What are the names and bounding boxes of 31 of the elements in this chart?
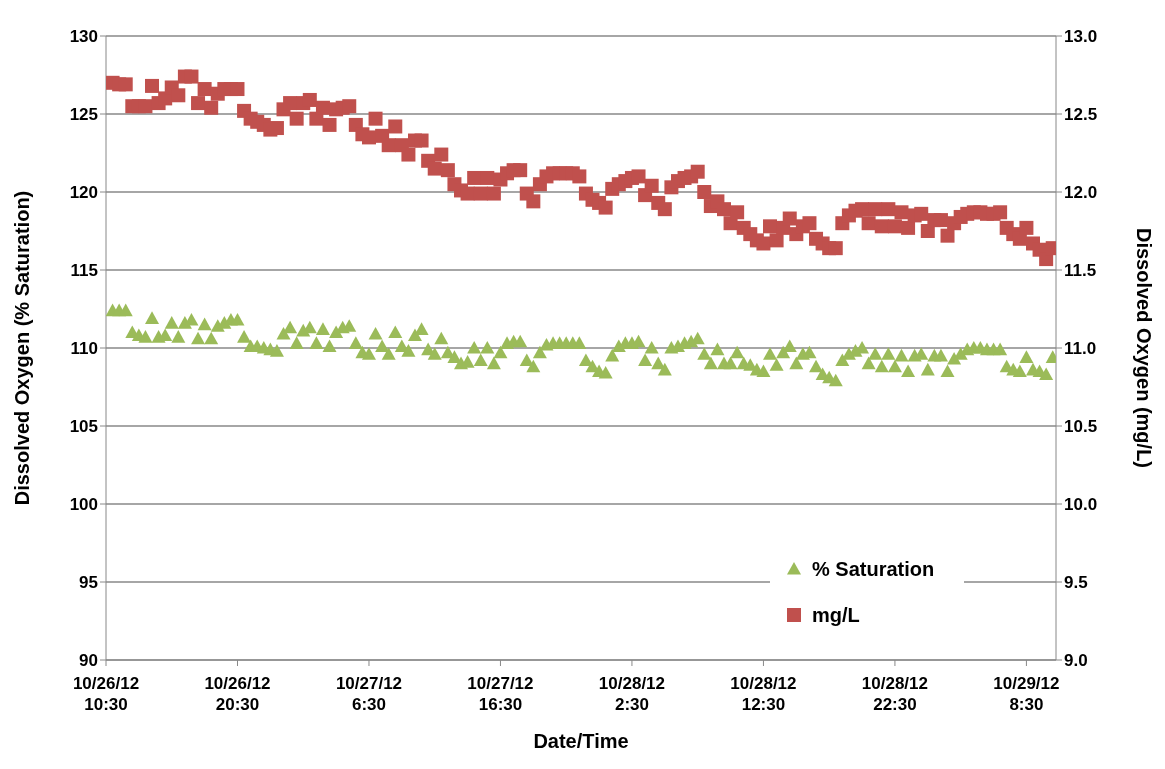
x-tick-label: 10/27/12 16:30 — [467, 674, 534, 715]
y2-tick-label: 12.5 — [1064, 105, 1098, 125]
y2-tick-label: 10.5 — [1064, 417, 1098, 437]
x-axis-title: Date/Time — [533, 730, 629, 752]
y2-axis-title: Dissolved Oxygen (mg/L) — [1132, 227, 1155, 469]
x-tick-label: 10/27/12 6:30 — [335, 674, 403, 715]
y2-tick-label: 12.0 — [1064, 183, 1098, 203]
legend-label: mg/L — [812, 603, 860, 627]
x-tick-label: 10/28/12 2:30 — [598, 674, 666, 715]
legend-label: % Saturation — [812, 557, 935, 581]
y2-tick-label: 9.5 — [1064, 573, 1088, 593]
y-tick-label: 115 — [70, 261, 98, 281]
y2-tick-label: 11.5 — [1064, 261, 1097, 281]
y-tick-label: 100 — [69, 495, 98, 515]
y-tick-label: 90 — [79, 651, 98, 671]
x-tick-label: 10/26/12 20:30 — [204, 674, 271, 715]
x-tick-label: 10/28/12 12:30 — [730, 674, 797, 715]
y2-tick-label: 13.0 — [1064, 27, 1098, 47]
y-tick-label: 120 — [69, 183, 98, 203]
x-tick-label: 10/29/12 8:30 — [993, 674, 1060, 715]
y-tick-label: 125 — [69, 105, 98, 125]
y2-tick-label: 11.0 — [1064, 339, 1097, 359]
y-tick-label: 95 — [79, 573, 98, 593]
y2-tick-label: 9.0 — [1064, 651, 1088, 671]
y-tick-label: 110 — [70, 339, 98, 359]
x-tick-label: 10/28/12 22:30 — [861, 674, 929, 715]
x-tick-label: 10/26/12 10:30 — [72, 674, 140, 715]
y-tick-label: 105 — [69, 417, 98, 437]
y-tick-label: 130 — [69, 27, 98, 47]
y2-tick-label: 10.0 — [1064, 495, 1098, 515]
y-axis-title: Dissolved Oxygen (% Saturation) — [11, 190, 34, 506]
